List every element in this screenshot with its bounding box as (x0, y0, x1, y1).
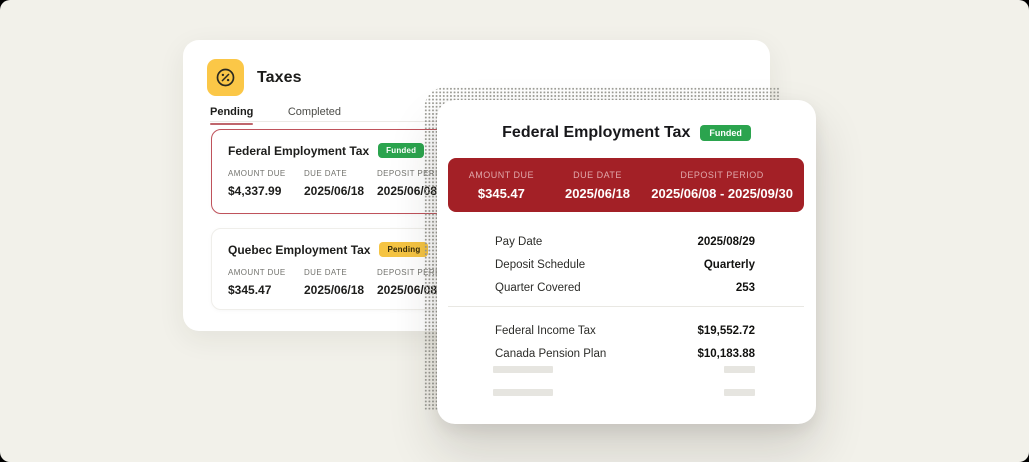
due-date-column: DUE DATE 2025/06/18 (304, 169, 377, 198)
due-date-value: 2025/06/18 (304, 283, 365, 297)
amount-due-column: AMOUNT DUE $345.47 (448, 170, 555, 201)
column-label: DUE DATE (573, 169, 622, 180)
deposit-period-column: DEPOSIT PERIOD 2025/06/08 - 2025/09/30 (640, 170, 804, 201)
section-divider (448, 306, 804, 307)
column-label: AMOUNT DUE (228, 169, 286, 178)
card-title: Quebec Employment Tax (228, 242, 371, 257)
card-title: Federal Employment Tax (228, 143, 370, 158)
due-date-column: DUE DATE 2025/06/18 (555, 170, 640, 201)
status-badge: Funded (700, 125, 751, 141)
column-label: AMOUNT DUE (228, 268, 286, 277)
column-label: DUE DATE (304, 268, 348, 277)
amount-row: Canada Pension Plan $10,183.88 (495, 342, 755, 365)
amount-due-value: $345.47 (477, 185, 525, 201)
column-label: DEPOSIT PERIOD (377, 268, 451, 277)
skeleton-bar (724, 366, 755, 373)
column-label: DEPOSIT PERIOD (680, 169, 764, 180)
skeleton-bar (724, 389, 755, 396)
detail-title: Federal Employment Tax (502, 124, 691, 141)
column-label: AMOUNT DUE (468, 169, 535, 180)
status-badge: Funded (378, 143, 425, 158)
card-header: Quebec Employment Tax Pending (228, 242, 714, 257)
detail-row: Quarter Covered 253 (495, 276, 755, 299)
due-date-value: 2025/06/18 (304, 184, 365, 198)
detail-rows: Pay Date 2025/08/29 Deposit Schedule Qua… (495, 230, 755, 299)
skeleton-row (493, 389, 755, 396)
tab-pending[interactable]: Pending (210, 106, 254, 125)
row-label: Pay Date (495, 235, 543, 248)
skeleton-bar (493, 366, 553, 373)
amount-due-value: $345.47 (228, 283, 272, 297)
skeleton-bar (493, 389, 553, 396)
detail-row: Deposit Schedule Quarterly (495, 253, 755, 276)
amount-due-column: AMOUNT DUE $345.47 (228, 268, 304, 297)
row-label: Canada Pension Plan (495, 347, 607, 360)
status-badge: Pending (379, 242, 429, 257)
row-value: 253 (735, 281, 755, 294)
due-date-value: 2025/06/18 (564, 185, 631, 201)
summary-banner: AMOUNT DUE $345.47 DUE DATE 2025/06/18 D… (448, 158, 804, 212)
skeleton-row (493, 366, 755, 373)
percent-circle-icon (207, 59, 244, 96)
detail-header: Federal Employment Tax Funded (437, 124, 816, 142)
due-date-column: DUE DATE 2025/06/18 (304, 268, 377, 297)
deposit-period-value: 2025/06/08 - 2025/09/30 (651, 185, 793, 201)
panel-header: Taxes (207, 59, 302, 96)
column-label: DUE DATE (304, 169, 348, 178)
page-title: Taxes (257, 68, 302, 86)
row-label: Federal Income Tax (495, 324, 596, 337)
row-value: Quarterly (703, 258, 755, 271)
row-value: $10,183.88 (697, 347, 755, 360)
tab-completed[interactable]: Completed (287, 106, 342, 118)
amount-row: Federal Income Tax $19,552.72 (495, 319, 755, 342)
row-value: 2025/08/29 (697, 235, 755, 248)
column-label: DEPOSIT PERIOD (377, 169, 451, 178)
amount-due-value: $4,337.99 (228, 184, 282, 198)
amount-due-column: AMOUNT DUE $4,337.99 (228, 169, 304, 198)
row-value: $19,552.72 (697, 324, 755, 337)
row-label: Quarter Covered (495, 281, 581, 294)
card-header: Federal Employment Tax Funded (228, 143, 714, 158)
detail-row: Pay Date 2025/08/29 (495, 230, 755, 253)
amount-rows: Federal Income Tax $19,552.72 Canada Pen… (495, 319, 755, 365)
row-label: Deposit Schedule (495, 258, 586, 271)
tax-detail-card: Federal Employment Tax Funded AMOUNT DUE… (437, 100, 816, 424)
skeleton-rows (493, 366, 755, 412)
